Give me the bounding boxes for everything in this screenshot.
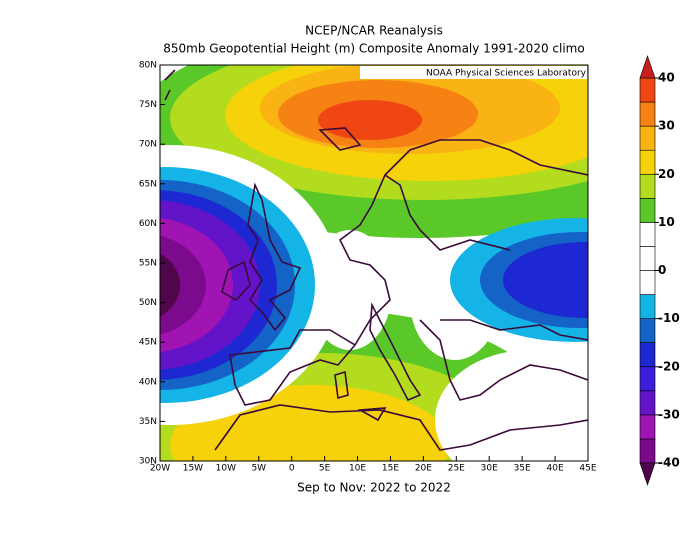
chart-title: NCEP/NCAR Reanalysis — [305, 24, 443, 38]
x-tick-label: 20W — [150, 464, 170, 474]
x-tick-label: 5E — [319, 464, 331, 474]
y-tick-label: 40N — [139, 377, 157, 387]
colorbar-segment — [639, 390, 656, 416]
y-tick-label: 30N — [139, 457, 157, 467]
x-tick-label: 0 — [289, 464, 295, 474]
y-tick-label: 45N — [139, 338, 157, 348]
colorbar-segment — [639, 173, 656, 199]
anomaly-field — [160, 65, 588, 461]
x-tick-label: 15W — [183, 464, 203, 474]
colorbar-tick-label: -40 — [658, 456, 680, 470]
colorbar-segment — [639, 77, 656, 103]
x-tick-label: 40E — [547, 464, 564, 474]
colorbar-segment — [639, 438, 656, 464]
colorbar-segment — [639, 125, 656, 151]
colorbar-segment — [639, 101, 656, 127]
colorbar-tick-label: -10 — [658, 311, 680, 325]
x-tick-label: 5W — [251, 464, 266, 474]
x-axis-label: Sep to Nov: 2022 to 2022 — [297, 481, 451, 495]
colorbar-under — [639, 462, 656, 486]
colorbar-tick-label: 30 — [658, 119, 675, 133]
colorbar-segment — [639, 246, 656, 271]
x-tick-label: 10E — [349, 464, 366, 474]
colorbar-segment — [639, 222, 656, 247]
colorbar-tick-label: -20 — [658, 359, 680, 373]
colorbar-tick-label: -30 — [658, 407, 680, 421]
y-tick-label: 80N — [139, 61, 157, 71]
y-tick-label: 50N — [139, 298, 157, 308]
x-tick-label: 35E — [514, 464, 531, 474]
y-tick-label: 55N — [139, 259, 157, 269]
y-tick-label: 70N — [139, 140, 157, 150]
attribution: NOAA Physical Sciences Laboratory — [426, 69, 587, 79]
colorbar-segment — [639, 149, 656, 175]
x-tick-label: 45E — [579, 464, 596, 474]
y-tick-label: 35N — [139, 417, 157, 427]
colorbar-tick-label: 0 — [658, 263, 666, 277]
y-tick-label: 60N — [139, 219, 157, 229]
x-tick-label: 20E — [415, 464, 432, 474]
colorbar-over — [639, 55, 656, 79]
colorbar-segment — [639, 342, 656, 368]
x-tick-label: 30E — [481, 464, 498, 474]
colorbar-segment — [639, 270, 656, 295]
x-tick-label: 10W — [216, 464, 236, 474]
chart-subtitle: 850mb Geopotential Height (m) Composite … — [163, 42, 584, 56]
colorbar-tick-label: 40 — [658, 71, 675, 85]
colorbar-segment — [639, 294, 656, 319]
x-tick-label: 25E — [448, 464, 465, 474]
attribution-box — [360, 66, 587, 79]
colorbar-segment — [639, 366, 656, 392]
y-tick-label: 65N — [139, 179, 157, 189]
colorbar-segment — [639, 198, 656, 223]
colorbar-segment — [639, 414, 656, 440]
colorbar-tick-label: 10 — [658, 215, 675, 229]
colorbar-tick-label: 20 — [658, 167, 675, 181]
x-tick-label: 15E — [382, 464, 399, 474]
colorbar-segment — [639, 318, 656, 343]
y-tick-label: 75N — [139, 100, 157, 110]
